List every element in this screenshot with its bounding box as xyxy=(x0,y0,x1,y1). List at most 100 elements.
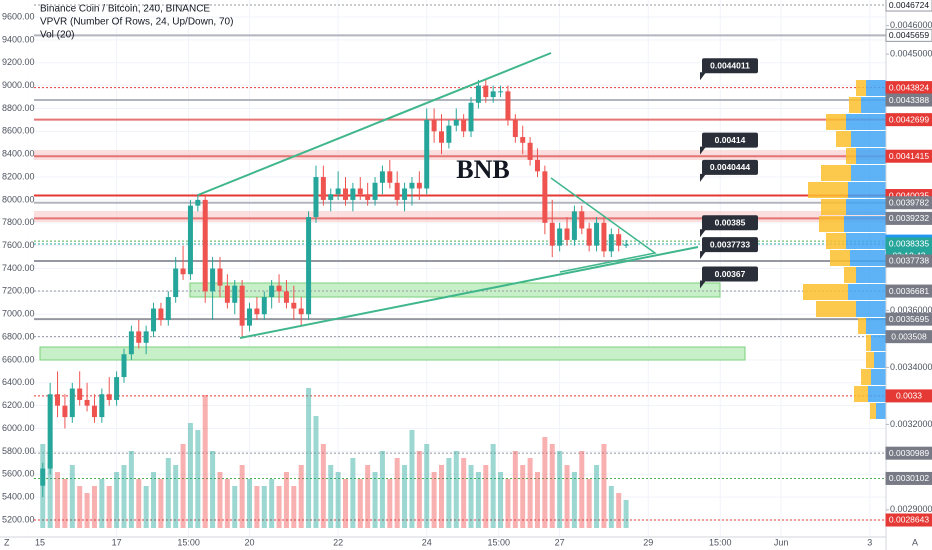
volume-bar xyxy=(114,472,120,528)
profile-up xyxy=(871,369,886,385)
profile-up xyxy=(850,250,886,266)
x-tick-label: 3 xyxy=(867,537,872,547)
candle-body xyxy=(165,297,171,320)
volume-bar xyxy=(55,472,61,528)
candle-body xyxy=(372,182,378,200)
callout xyxy=(702,58,758,74)
volume-bar xyxy=(187,423,193,528)
price-tag xyxy=(885,149,932,163)
profile-down xyxy=(826,233,846,249)
volume-bar xyxy=(594,465,600,528)
candle-body xyxy=(202,199,208,292)
candle-body xyxy=(40,468,46,486)
candle-body xyxy=(328,194,334,200)
y-tick-label: 5800.00 xyxy=(2,446,35,456)
profile-up xyxy=(856,267,886,283)
volume-bar xyxy=(387,479,393,528)
candle-body xyxy=(365,194,371,200)
price-tag-label: 0.0040035 xyxy=(889,190,929,200)
price-tag xyxy=(885,254,932,268)
candle-body xyxy=(180,268,186,275)
volume-bar xyxy=(505,479,511,528)
chart-title: Binance Coin / Bitcoin, 240, BINANCE xyxy=(40,4,210,15)
profile-down xyxy=(821,165,851,181)
candle-body xyxy=(387,171,393,183)
profile-up xyxy=(848,284,886,300)
volume-bar xyxy=(180,444,186,528)
volume-bar xyxy=(276,486,282,528)
y-tick-label: 7600.00 xyxy=(2,240,35,250)
callout xyxy=(702,215,758,231)
annotations: 0.0044011 0.00414 0.0040444 0.00385 0.003773… xyxy=(700,58,758,289)
callout-label: 0.0044011 xyxy=(710,61,750,71)
indicator-label: Vol (20) xyxy=(40,30,74,41)
candle-body xyxy=(431,119,437,132)
price-tag xyxy=(885,93,932,107)
price-tag xyxy=(885,330,932,344)
price-tag-label: 0.0046724 xyxy=(889,0,929,10)
x-tick-label: 22 xyxy=(333,537,343,547)
volume-bar xyxy=(210,451,216,528)
candle-body xyxy=(269,285,275,298)
axis-button[interactable]: A xyxy=(912,537,918,547)
volume-bar xyxy=(151,472,157,528)
volume-bar xyxy=(520,465,526,528)
volume-bar xyxy=(498,472,504,528)
annotation-text: BNB xyxy=(456,155,509,184)
profile-down xyxy=(866,352,874,368)
volume-bar xyxy=(394,458,400,528)
price-tag xyxy=(885,113,932,127)
candle-body xyxy=(173,268,179,298)
price-tag xyxy=(885,471,932,485)
candle-body xyxy=(69,388,75,418)
candle-body xyxy=(158,308,164,320)
volume-bar xyxy=(121,465,127,528)
candle-body xyxy=(210,268,216,292)
volume-bar xyxy=(357,479,363,528)
volume-bar xyxy=(99,479,105,528)
candle-body xyxy=(195,199,201,206)
price-tag-label: 0.0030989 xyxy=(889,448,929,458)
profile-up xyxy=(861,97,886,113)
volume-bar xyxy=(320,444,326,528)
candle-body xyxy=(320,177,326,200)
candle-body xyxy=(394,182,400,200)
callout-pointer xyxy=(700,146,706,155)
candle-body xyxy=(453,119,459,126)
volume-bar xyxy=(579,451,585,528)
volume-bar xyxy=(291,486,297,528)
candle-body xyxy=(542,171,548,223)
y-tick-label: 9000.00 xyxy=(2,80,35,90)
profile-up xyxy=(846,199,886,215)
volume-bar xyxy=(254,486,260,528)
profile-up xyxy=(866,318,886,334)
profile-down xyxy=(866,335,871,351)
y-tick-label: 7200.00 xyxy=(2,286,35,296)
x-tick-label: 29 xyxy=(643,537,653,547)
profile-up xyxy=(871,335,886,351)
profile-down xyxy=(870,403,876,419)
profile-up xyxy=(844,216,886,232)
volume-bar xyxy=(232,486,238,528)
candle-body xyxy=(564,228,570,240)
candle-body xyxy=(571,211,577,240)
x-tick-label: 20 xyxy=(245,537,255,547)
volume-bar xyxy=(69,465,75,528)
candle-body xyxy=(55,394,61,406)
candle-body xyxy=(313,177,319,218)
candle-body xyxy=(128,331,134,355)
price-tag xyxy=(885,312,932,326)
axis-button[interactable]: Z xyxy=(4,537,10,547)
x-tick-label: 17 xyxy=(112,537,122,547)
volume-bar xyxy=(261,486,267,528)
callout-label: 0.0037733 xyxy=(710,239,750,249)
y-tick-label: 8800.00 xyxy=(2,103,35,113)
candle-body xyxy=(335,188,341,195)
callout-pointer xyxy=(700,280,706,289)
price-tag xyxy=(885,389,932,403)
candle-body xyxy=(224,285,230,303)
volume-bar xyxy=(239,465,245,528)
volume-bar xyxy=(328,465,334,528)
candle-body xyxy=(143,331,149,343)
volume-bar xyxy=(438,465,444,528)
